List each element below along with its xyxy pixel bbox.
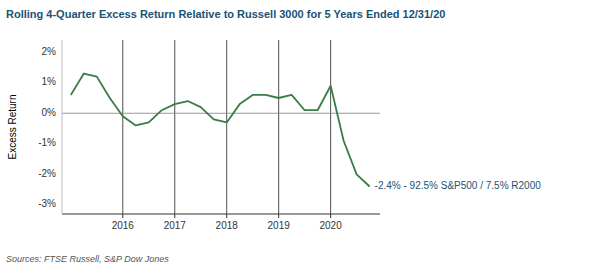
x-tick-label: 2018 xyxy=(216,220,239,231)
x-tick xyxy=(174,214,175,218)
line xyxy=(71,74,370,187)
y-axis-line xyxy=(62,40,63,214)
annotation: -2.4% - 92.5% S&P500 / 7.5% R2000 xyxy=(375,180,542,191)
zero-line xyxy=(62,113,380,114)
y-axis-label: Excess Return xyxy=(7,94,18,159)
y-tick-label: -2% xyxy=(38,168,56,179)
grid-line xyxy=(174,40,175,214)
plot-area xyxy=(71,74,370,187)
y-tick-label: 2% xyxy=(42,46,57,57)
grid-line xyxy=(226,40,227,214)
y-tick-label: -1% xyxy=(38,137,56,148)
source: Sources: FTSE Russell, S&P Dow Jones xyxy=(6,254,169,264)
x-tick-label: 2020 xyxy=(320,220,343,231)
chart: Rolling 4-Quarter Excess Return Relative… xyxy=(0,0,600,267)
x-tick-label: 2017 xyxy=(164,220,187,231)
background xyxy=(0,0,600,267)
x-tick xyxy=(122,214,123,218)
y-tick-label: 1% xyxy=(42,76,57,87)
grid-line xyxy=(122,40,123,214)
x-tick xyxy=(226,214,227,218)
x-tick-label: 2019 xyxy=(268,220,291,231)
x-tick-label: 2016 xyxy=(112,220,135,231)
title: Rolling 4-Quarter Excess Return Relative… xyxy=(6,8,445,20)
x-axis-line xyxy=(62,214,380,215)
grid-line xyxy=(278,40,279,214)
y-tick-label: 0% xyxy=(42,107,57,118)
y-tick-label: -3% xyxy=(38,198,56,209)
x-tick xyxy=(278,214,279,218)
grid-line xyxy=(330,40,331,214)
x-tick xyxy=(330,214,331,218)
